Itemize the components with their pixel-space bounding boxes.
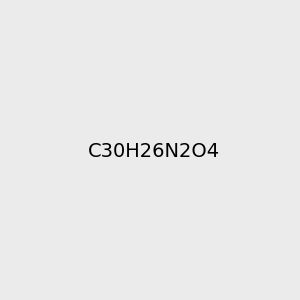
Text: C30H26N2O4: C30H26N2O4 [88, 142, 220, 161]
